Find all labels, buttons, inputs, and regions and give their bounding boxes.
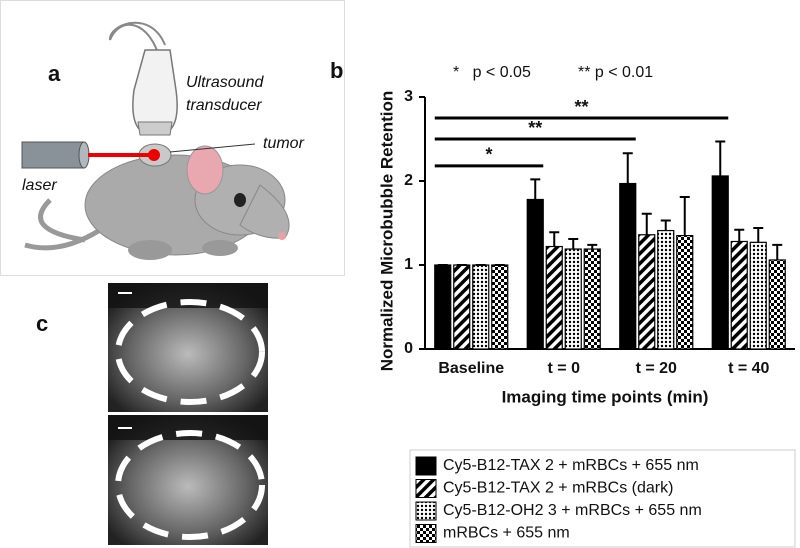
legend-swatch bbox=[415, 479, 437, 498]
bar bbox=[583, 248, 601, 350]
transducer-label: transducer bbox=[186, 97, 262, 114]
error-bar bbox=[660, 219, 671, 231]
bar bbox=[768, 259, 786, 350]
significance-label: ** bbox=[574, 97, 588, 117]
laser-aperture bbox=[78, 141, 90, 169]
panel-label: b bbox=[330, 58, 343, 83]
y-tick-label: 1 bbox=[404, 256, 413, 273]
significance-label: ** bbox=[528, 118, 542, 138]
error-bar bbox=[753, 227, 764, 243]
bar bbox=[676, 235, 694, 350]
legend-box bbox=[409, 449, 796, 548]
laser-spot bbox=[148, 149, 160, 161]
legend-swatch bbox=[415, 501, 437, 521]
bar bbox=[434, 264, 452, 350]
transducer-label: Ultrasound bbox=[186, 74, 264, 91]
panel-label: a bbox=[48, 61, 61, 86]
laser-label: laser bbox=[22, 177, 57, 194]
error-bar bbox=[715, 140, 726, 176]
x-tick-label: Baseline bbox=[438, 360, 504, 377]
bar bbox=[730, 240, 748, 350]
legend-swatch bbox=[415, 456, 437, 476]
tumor-pointer bbox=[169, 143, 256, 153]
tail bbox=[24, 198, 102, 251]
chart: 0 1 2 3 Normalized Microbubble Retention Imag… bbox=[377, 64, 796, 548]
bar bbox=[619, 182, 637, 350]
tumor-label: tumor bbox=[263, 135, 305, 152]
legend-label: mRBCs + 655 nm bbox=[443, 525, 570, 542]
legend-swatch bbox=[415, 524, 437, 543]
error-bar bbox=[587, 243, 598, 250]
error-bar bbox=[641, 212, 652, 235]
annotation: * p < 0.05 bbox=[453, 64, 531, 81]
bar bbox=[545, 245, 563, 350]
error-bar bbox=[568, 237, 579, 250]
annotation: ** p < 0.01 bbox=[578, 64, 653, 81]
x-tick-label: t = 20 bbox=[636, 360, 677, 377]
nose bbox=[278, 232, 286, 240]
error-bar bbox=[679, 195, 690, 236]
roi-outline bbox=[115, 299, 265, 405]
y-axis-label: Normalized Microbubble Retention bbox=[377, 91, 396, 372]
panel-label: c bbox=[36, 311, 48, 336]
eye bbox=[234, 193, 246, 207]
y-tick-label: 3 bbox=[404, 88, 413, 105]
ear bbox=[186, 145, 224, 195]
cable bbox=[109, 21, 166, 61]
foot bbox=[128, 240, 172, 260]
panel-c: c bbox=[36, 283, 268, 545]
bar bbox=[711, 175, 729, 350]
y-tick-label: 0 bbox=[404, 340, 413, 357]
legend-label: Cy5-B12-TAX 2 + mRBCs (dark) bbox=[443, 480, 673, 497]
x-tick-label: t = 0 bbox=[548, 360, 581, 377]
y-tick-label: 2 bbox=[404, 172, 413, 189]
error-bar bbox=[734, 228, 745, 242]
bar bbox=[491, 264, 509, 350]
bar bbox=[564, 248, 582, 350]
bar bbox=[526, 198, 544, 350]
bar bbox=[453, 264, 471, 350]
foot bbox=[202, 240, 238, 256]
x-axis-label: Imaging time points (min) bbox=[502, 387, 709, 406]
bar bbox=[472, 264, 490, 350]
roi-outline bbox=[115, 430, 265, 540]
error-bar bbox=[530, 178, 541, 200]
error-bar bbox=[772, 243, 783, 260]
bar bbox=[749, 241, 767, 350]
panel-a: Ultrasound transducer tumor laser a bbox=[0, 0, 345, 276]
legend-label: Cy5-B12-OH2 3 + mRBCs + 655 nm bbox=[443, 502, 702, 519]
x-tick-label: t = 40 bbox=[728, 360, 769, 377]
transducer-tip bbox=[137, 121, 173, 136]
legend-label: Cy5-B12-TAX 2 + mRBCs + 655 nm bbox=[443, 457, 699, 474]
bar bbox=[638, 234, 656, 350]
error-bar bbox=[549, 231, 560, 247]
bar bbox=[657, 229, 675, 350]
error-bar bbox=[622, 152, 633, 184]
laser-device bbox=[21, 141, 85, 169]
significance-label: * bbox=[485, 145, 492, 165]
